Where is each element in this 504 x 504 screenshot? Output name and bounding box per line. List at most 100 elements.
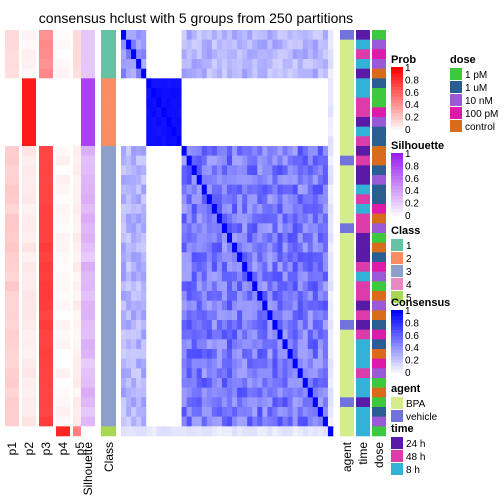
consensus-cell <box>227 397 233 408</box>
consensus-cell <box>312 213 319 224</box>
consensus-cell <box>317 59 324 69</box>
consensus-cell <box>237 97 243 108</box>
dose-legend-swatch <box>450 68 462 80</box>
consensus-cell <box>292 117 298 127</box>
consensus-cell <box>196 397 203 408</box>
consensus-cell <box>191 339 198 350</box>
prob-cell <box>56 88 70 98</box>
consensus-cell <box>252 39 258 50</box>
consensus-cell <box>191 407 198 417</box>
time-cell <box>356 252 370 263</box>
consensus-cell <box>302 39 309 50</box>
prob-cell <box>56 242 70 253</box>
consensus-cell <box>262 262 268 272</box>
consensus-cell <box>302 300 309 311</box>
consensus-cell <box>156 426 162 437</box>
consensus-cell <box>201 175 208 185</box>
consensus-cell <box>206 204 213 214</box>
consensus-cell <box>252 358 258 369</box>
prob-cell <box>56 107 70 118</box>
consensus-cell <box>322 136 329 147</box>
consensus-cell <box>297 416 304 427</box>
consensus-cell <box>257 88 263 98</box>
consensus-cell <box>196 155 203 166</box>
consensus-cell <box>206 117 213 127</box>
consensus-cell <box>267 281 273 292</box>
consensus-cell <box>247 291 253 301</box>
consensus-cell <box>302 97 309 108</box>
consensus-cell <box>317 291 324 301</box>
class-cell <box>101 262 116 272</box>
consensus-cell <box>161 281 167 292</box>
consensus-cell <box>171 320 177 330</box>
consensus-cell <box>292 252 298 263</box>
prob-cell <box>73 397 87 408</box>
consensus-cell <box>191 68 198 79</box>
consensus-cell <box>216 407 223 417</box>
consensus-cell <box>237 78 243 89</box>
consensus-cell <box>206 262 213 272</box>
time-cell <box>356 329 370 340</box>
class-cell <box>101 30 116 40</box>
silhouette-legend-swatch <box>391 176 403 180</box>
consensus-cell <box>146 184 152 195</box>
consensus-cell <box>196 146 203 156</box>
consensus-cell <box>171 407 177 417</box>
consensus-cell <box>121 252 127 263</box>
prob-cell <box>22 329 36 340</box>
consensus-cell <box>242 175 248 185</box>
consensus-cell <box>287 49 293 60</box>
consensus-cell <box>171 387 177 398</box>
consensus-cell <box>171 97 177 108</box>
consensus-cell <box>262 407 268 417</box>
consensus-cell <box>151 233 157 243</box>
consensus-cell <box>171 349 177 359</box>
consensus-cell <box>302 107 309 118</box>
prob-cell <box>22 426 36 437</box>
consensus-cell <box>297 320 304 330</box>
consensus-cell <box>267 213 273 224</box>
consensus-cell <box>161 262 167 272</box>
consensus-cell <box>257 426 263 437</box>
consensus-cell <box>302 271 309 282</box>
consensus-cell <box>216 213 223 224</box>
consensus-cell <box>151 378 157 388</box>
consensus-cell <box>181 300 187 311</box>
consensus-cell <box>272 281 278 292</box>
consensus-cell <box>282 233 288 243</box>
consensus-cell <box>201 78 208 89</box>
consensus-cell <box>151 426 157 437</box>
prob-cell <box>22 387 36 398</box>
column-label: p5 <box>73 442 87 456</box>
time-cell <box>356 242 370 253</box>
consensus-cell <box>272 271 278 282</box>
consensus-cell <box>171 146 177 156</box>
prob-cell <box>5 49 19 60</box>
consensus-cell <box>141 136 147 147</box>
consensus-cell <box>156 59 162 69</box>
time-cell <box>356 291 370 301</box>
consensus-cell <box>181 349 187 359</box>
consensus-cell <box>161 155 167 166</box>
consensus-cell <box>297 310 304 321</box>
consensus-cell <box>242 242 248 253</box>
consensus-cell <box>146 213 152 224</box>
consensus-cell <box>161 184 167 195</box>
consensus-cell <box>191 39 198 50</box>
consensus-cell <box>262 68 268 79</box>
consensus-cell <box>327 329 334 340</box>
consensus-cell <box>327 281 334 292</box>
consensus-cell <box>126 213 132 224</box>
consensus-cell <box>242 107 248 118</box>
consensus-cell <box>191 358 198 369</box>
consensus-cell <box>121 213 127 224</box>
consensus-legend-tick: 1 <box>405 306 411 317</box>
consensus-cell <box>131 320 137 330</box>
consensus-cell <box>181 155 187 166</box>
consensus-cell <box>211 78 218 89</box>
consensus-cell <box>216 136 223 147</box>
time-legend-label: 48 h <box>406 452 425 463</box>
consensus-cell <box>257 136 263 147</box>
prob-cell <box>39 39 53 50</box>
consensus-cell <box>242 358 248 369</box>
